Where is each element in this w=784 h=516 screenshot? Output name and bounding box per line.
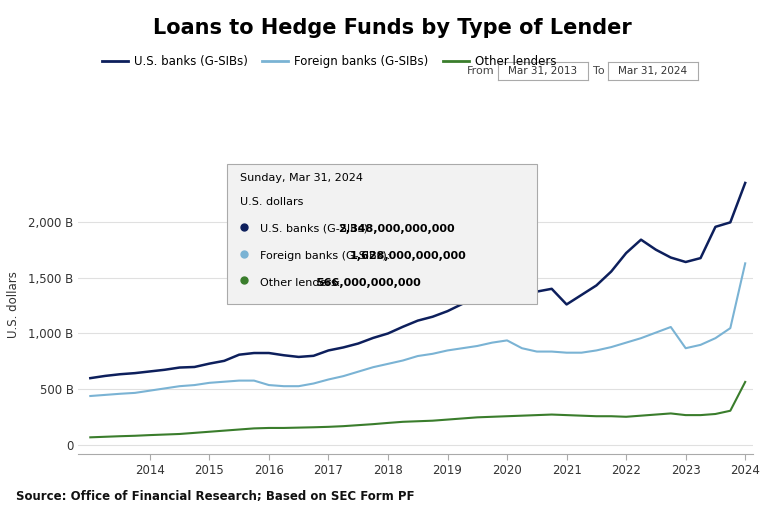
Text: Loans to Hedge Funds by Type of Lender: Loans to Hedge Funds by Type of Lender: [153, 18, 631, 38]
Text: Other lenders:: Other lenders:: [260, 278, 344, 287]
Text: Source: Office of Financial Research; Based on SEC Form PF: Source: Office of Financial Research; Ba…: [16, 490, 414, 503]
Text: 1,628,000,000,000: 1,628,000,000,000: [350, 251, 466, 261]
Legend: U.S. banks (G-SIBs), Foreign banks (G-SIBs), Other lenders: U.S. banks (G-SIBs), Foreign banks (G-SI…: [103, 55, 556, 68]
Text: U.S. banks (G-SIBs):: U.S. banks (G-SIBs):: [260, 223, 376, 234]
Text: Sunday, Mar 31, 2024: Sunday, Mar 31, 2024: [240, 173, 363, 183]
Text: 2,348,000,000,000: 2,348,000,000,000: [339, 223, 455, 234]
FancyBboxPatch shape: [227, 164, 537, 304]
Text: Foreign banks (G-SIBs):: Foreign banks (G-SIBs):: [260, 251, 394, 261]
Text: To: To: [593, 66, 604, 76]
Text: Mar 31, 2024: Mar 31, 2024: [618, 66, 688, 76]
Text: Mar 31, 2013: Mar 31, 2013: [508, 66, 578, 76]
Text: 566,000,000,000: 566,000,000,000: [316, 278, 421, 287]
Text: From: From: [466, 66, 494, 76]
Y-axis label: U.S. dollars: U.S. dollars: [7, 271, 20, 338]
Text: U.S. dollars: U.S. dollars: [240, 197, 303, 207]
